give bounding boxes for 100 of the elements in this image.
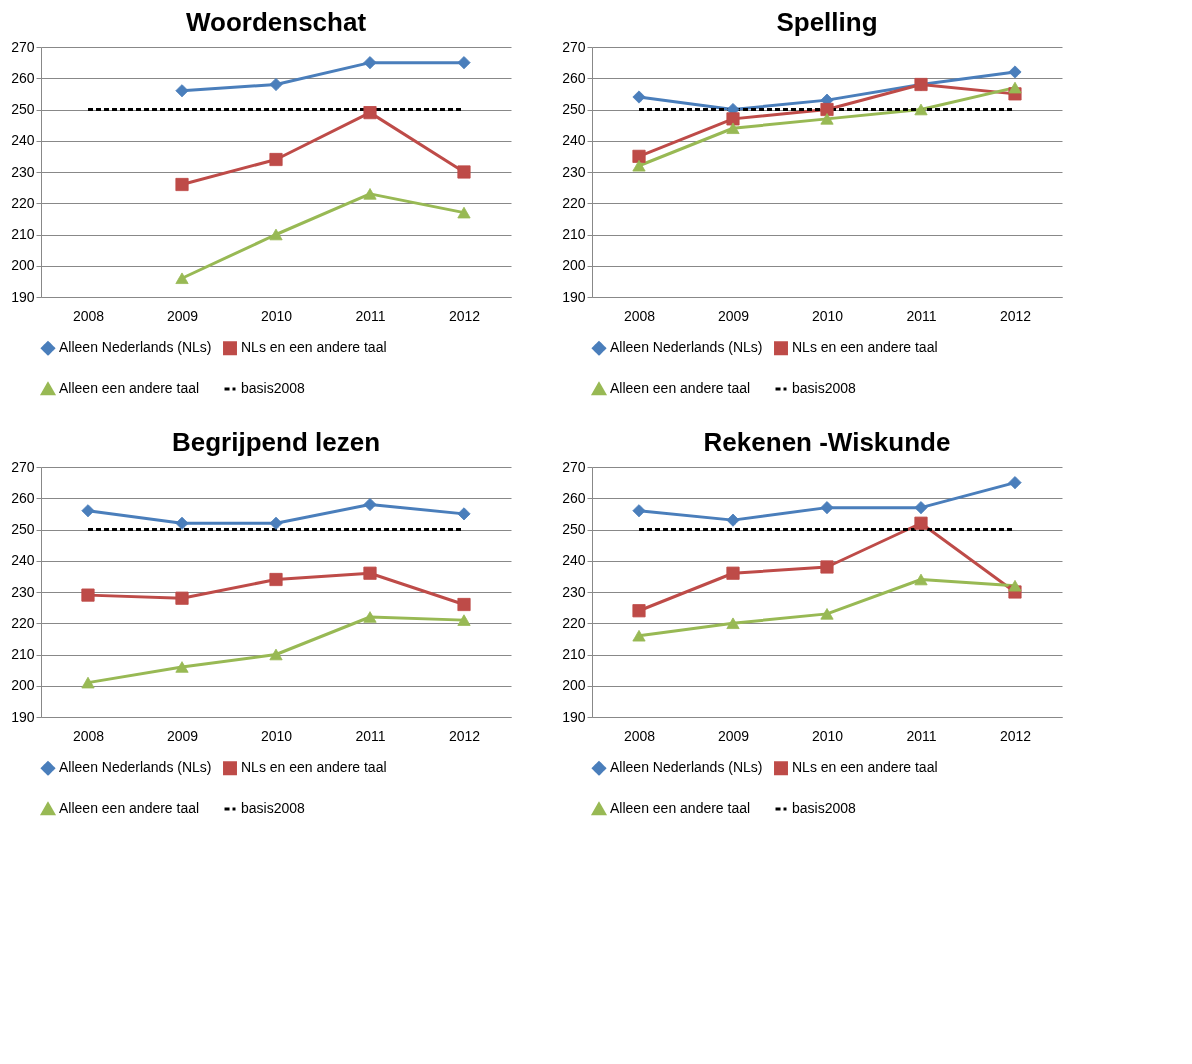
legend-label: basis2008 (792, 800, 857, 816)
point (175, 272, 189, 285)
legend-label: Alleen een andere taal (59, 800, 200, 816)
x-tick-label: 2010 (811, 727, 844, 744)
chart-title: Rekenen -Wiskunde (703, 427, 951, 457)
point (363, 106, 377, 120)
point (632, 504, 646, 518)
point (457, 507, 471, 521)
legend-label: basis2008 (241, 380, 306, 396)
point (914, 516, 928, 530)
legend-label: NLs en een andere taal (792, 339, 938, 356)
y-tick-label: 250 (562, 521, 586, 537)
point (632, 159, 646, 172)
x-tick-label: 2011 (355, 307, 386, 324)
y-tick-label: 230 (11, 583, 35, 600)
point (269, 572, 283, 587)
y-tick-label: 190 (562, 288, 586, 305)
point (726, 112, 740, 126)
x-tick-label: 2010 (260, 307, 293, 324)
point (1008, 476, 1022, 490)
y-tick-label: 270 (11, 38, 35, 55)
x-tick-label: 2009 (166, 307, 199, 324)
point (457, 56, 471, 70)
legend-label: Alleen Nederlands (NLs) (59, 759, 212, 776)
legend-label: Alleen Nederlands (NLs) (610, 759, 763, 776)
x-tick-label: 2009 (166, 727, 199, 744)
y-tick-label: 220 (562, 614, 586, 631)
legend-label: Alleen een andere taal (610, 800, 751, 816)
y-tick-label: 250 (11, 101, 35, 117)
point (914, 501, 928, 515)
y-tick-label: 200 (11, 257, 35, 274)
point (175, 661, 189, 673)
point (632, 629, 646, 642)
y-tick-label: 270 (562, 458, 586, 475)
point (726, 617, 740, 630)
point (81, 588, 95, 602)
x-tick-label: 2009 (717, 727, 750, 744)
chart-title: Begrijpend lezen (171, 427, 381, 457)
point (269, 648, 283, 661)
point (457, 165, 471, 179)
point (81, 504, 95, 518)
point (363, 56, 377, 70)
legend-label: Alleen een andere taal (610, 380, 751, 396)
y-tick-label: 240 (562, 552, 586, 569)
x-tick-label: 2008 (623, 307, 656, 324)
y-tick-label: 250 (562, 101, 586, 117)
legend-label: basis2008 (241, 800, 306, 816)
y-tick-label: 210 (11, 226, 35, 242)
y-tick-label: 190 (562, 708, 586, 725)
y-tick-label: 220 (11, 614, 35, 631)
point (820, 102, 834, 117)
legend-label: Alleen Nederlands (NLs) (59, 339, 212, 356)
point (175, 516, 189, 530)
x-tick-label: 2011 (906, 727, 937, 744)
y-tick-label: 240 (562, 132, 586, 149)
point (820, 501, 834, 515)
y-tick-label: 230 (562, 583, 586, 600)
legend-label: Alleen Nederlands (NLs) (610, 339, 763, 356)
point (175, 591, 189, 605)
point (1008, 81, 1022, 94)
y-tick-label: 200 (11, 677, 35, 694)
point (914, 103, 928, 116)
legend-label: NLs en een andere taal (792, 759, 938, 776)
y-tick-label: 230 (11, 163, 35, 180)
y-tick-label: 210 (11, 646, 35, 662)
point (363, 566, 377, 580)
point (457, 206, 471, 219)
point (457, 614, 471, 626)
y-tick-label: 260 (562, 69, 586, 86)
y-tick-label: 250 (11, 521, 35, 537)
point (1008, 579, 1022, 592)
point (269, 152, 283, 167)
point (269, 77, 283, 92)
point (175, 84, 189, 98)
point (363, 188, 377, 200)
point (457, 597, 471, 612)
x-tick-label: 2011 (355, 727, 386, 744)
point (175, 177, 189, 192)
y-tick-label: 270 (11, 458, 35, 475)
point (820, 608, 834, 620)
point (632, 149, 646, 163)
x-tick-label: 2008 (72, 727, 105, 744)
y-tick-label: 200 (562, 677, 586, 694)
y-tick-label: 220 (562, 194, 586, 211)
x-tick-label: 2009 (717, 307, 750, 324)
x-tick-label: 2012 (448, 307, 481, 324)
x-tick-label: 2012 (999, 307, 1032, 324)
point (726, 513, 740, 527)
legend-label: basis2008 (792, 380, 857, 396)
y-tick-label: 260 (562, 489, 586, 506)
point (363, 497, 377, 512)
point (269, 228, 283, 241)
legend-label: NLs en een andere taal (241, 339, 387, 356)
y-tick-label: 240 (11, 132, 35, 149)
point (363, 611, 377, 623)
y-tick-label: 260 (11, 69, 35, 86)
point (81, 676, 95, 689)
y-tick-label: 210 (562, 226, 586, 242)
x-tick-label: 2012 (448, 727, 481, 744)
point (726, 122, 740, 135)
